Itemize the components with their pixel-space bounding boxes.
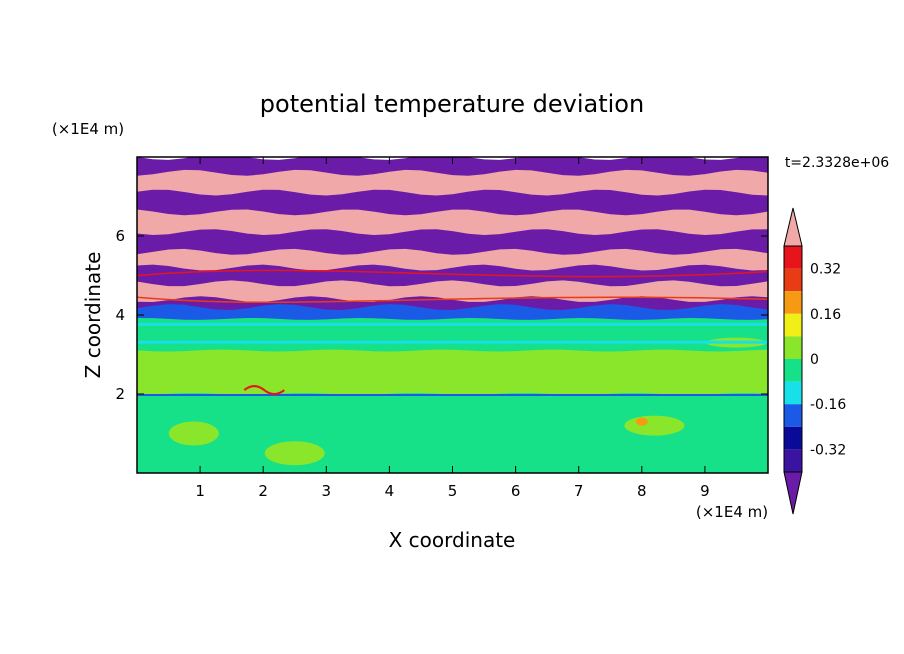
- contour-blob: [562, 419, 633, 473]
- colorbar-tick-label: 0: [810, 352, 819, 368]
- x-tick-label: 4: [385, 482, 395, 500]
- contour-line: [137, 269, 768, 278]
- colorbar-segment: [784, 426, 802, 450]
- contour-line: [137, 296, 768, 304]
- contour-blob: [635, 417, 648, 426]
- colorbar-extend-top: [783, 207, 803, 247]
- colorbar-tick-label: 0.16: [810, 307, 841, 323]
- colorbar-segment: [784, 268, 802, 292]
- contour-band: [137, 189, 768, 217]
- contour-line: [243, 385, 285, 396]
- colorbar-segment: [784, 246, 802, 269]
- contour-blobs: [137, 269, 768, 473]
- colorbar-segment: [784, 359, 802, 382]
- contour-line: [137, 394, 768, 396]
- colorbar-segment: [784, 291, 802, 314]
- x-tick-label: 5: [448, 482, 458, 500]
- y-tick-label: 6: [115, 227, 125, 245]
- contour-band: [137, 304, 768, 323]
- y-tick-label: 4: [115, 306, 125, 324]
- y-axis-label: Z coordinate: [81, 252, 105, 379]
- x-tick-label: 7: [574, 482, 584, 500]
- x-tick-label: 1: [195, 482, 205, 500]
- x-tick-label: 3: [322, 482, 332, 500]
- contour-band: [137, 318, 768, 355]
- colorbar-segment: [784, 381, 802, 405]
- time-label: t=2.3328e+06: [785, 155, 889, 171]
- colorbar-segment: [784, 336, 802, 359]
- contour-band: [137, 248, 768, 272]
- x-tick-label: 6: [511, 482, 521, 500]
- contour-band: [137, 209, 768, 237]
- contour-line: [137, 322, 768, 326]
- y-axis: 2 4 6: [115, 227, 768, 403]
- contour-blob: [624, 415, 685, 436]
- colorbar-segment: [784, 404, 802, 427]
- colorbar-segment: [784, 313, 802, 337]
- x-tick-label: 2: [258, 482, 268, 500]
- y-unit-label: (×1E4 m): [52, 120, 124, 138]
- colorbar-extend-bottom: [783, 471, 803, 515]
- colorbar-tick-label: 0.32: [810, 262, 841, 278]
- chart-title: potential temperature deviation: [260, 90, 644, 118]
- contour-band: [137, 229, 768, 256]
- x-tick-label: 9: [700, 482, 710, 500]
- contour-blob: [168, 421, 219, 446]
- colorbar: 0.32 0.16 0 -0.16 -0.32: [783, 207, 846, 515]
- contour-blob: [435, 402, 546, 473]
- contour-blob: [345, 401, 446, 473]
- colorbar-tick-label: -0.32: [810, 442, 846, 458]
- colorbar-segment: [784, 449, 802, 472]
- x-unit-label: (×1E4 m): [696, 503, 768, 521]
- colorbar-frame: [783, 245, 803, 473]
- plot-area: [137, 157, 768, 473]
- contour-field: [137, 157, 768, 473]
- contour-band: [137, 169, 768, 197]
- contour-line: [137, 340, 768, 344]
- x-tick-label: 8: [637, 482, 647, 500]
- contour-blob: [382, 360, 473, 373]
- y-tick-label: 2: [115, 385, 125, 403]
- colorbar-tick-label: -0.16: [810, 397, 846, 413]
- x-axis-label: X coordinate: [389, 528, 516, 552]
- contour-blob: [264, 441, 325, 466]
- x-axis: 1 2 3 4 5 6 7 8 9: [195, 157, 710, 500]
- contour-band: [137, 349, 768, 398]
